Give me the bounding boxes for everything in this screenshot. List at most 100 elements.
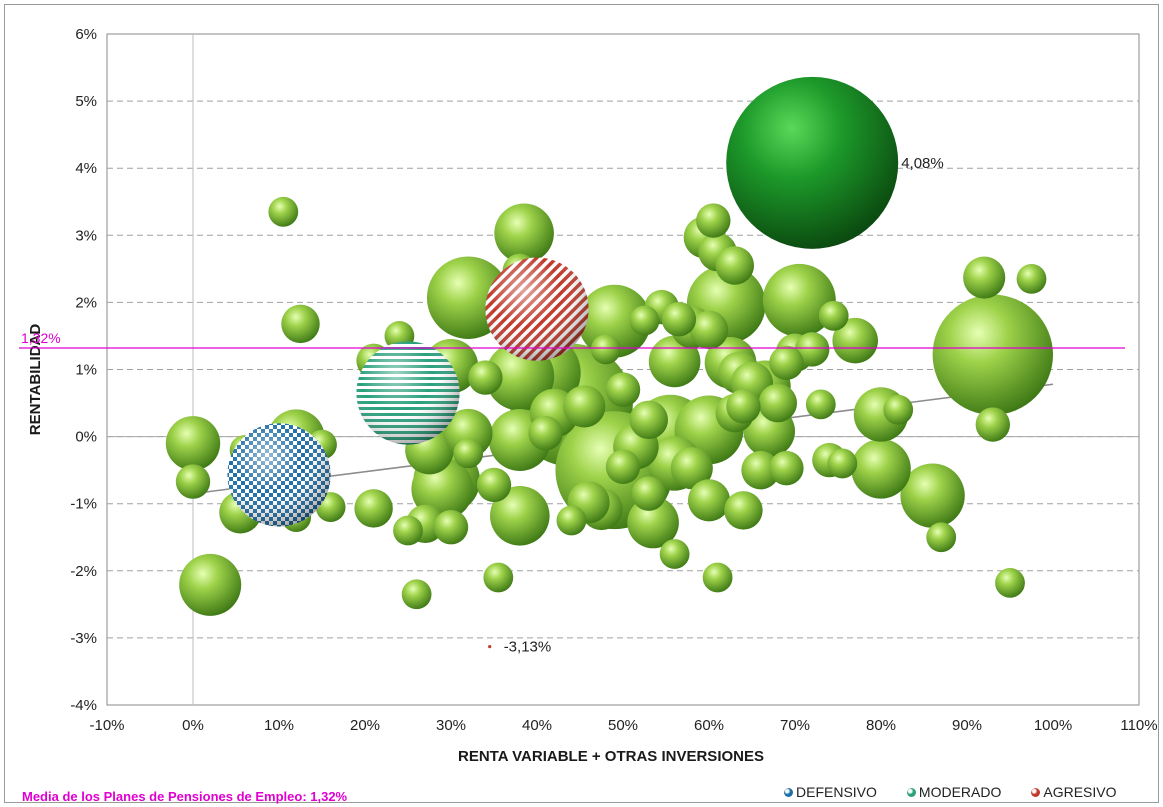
plan-bubble [605, 449, 641, 484]
x-tick-label: 20% [350, 717, 380, 734]
y-tick-label: 5% [75, 93, 97, 110]
x-tick-label: 30% [436, 717, 466, 734]
plan-bubble [702, 562, 733, 593]
plan-bubble [926, 522, 957, 553]
footer-note: Media de los Planes de Pensiones de Empl… [22, 789, 348, 804]
plan-bubble [605, 372, 641, 407]
plan-bubble [494, 203, 554, 264]
annotation-min: -3,13% [504, 639, 552, 656]
x-tick-label: 90% [952, 717, 982, 734]
y-tick-label: 6% [75, 26, 97, 43]
plan-bubble [179, 553, 242, 616]
plan-bubble [696, 203, 731, 238]
plan-bubble [590, 334, 621, 365]
x-tick-label: 100% [1034, 717, 1072, 734]
plan-bubble [741, 450, 780, 490]
plan-bubble [769, 345, 804, 380]
y-tick-label: 2% [75, 294, 97, 311]
plan-bubble [401, 579, 432, 610]
legend-marker-defensivo [784, 787, 793, 797]
plan-bubble [1016, 264, 1047, 294]
plan-bubble [468, 360, 503, 395]
plan-bubble [932, 294, 1053, 415]
plan-bubble [827, 448, 858, 479]
x-tick-label: 10% [264, 717, 294, 734]
y-tick-label: -3% [70, 630, 97, 647]
plan-bubble [670, 447, 713, 490]
legend: DEFENSIVO MODERADO AGRESIVO [784, 784, 1117, 800]
plan-bubble [490, 485, 550, 546]
plan-bubble [963, 256, 1006, 299]
x-tick-label: 80% [866, 717, 896, 734]
plan-bubble [689, 310, 729, 350]
x-tick-label: 70% [780, 717, 810, 734]
plan-bubble [453, 438, 484, 469]
plan-bubble [726, 389, 761, 424]
x-tick-label: 50% [608, 717, 638, 734]
plan-bubble [661, 301, 697, 337]
x-tick-label: 60% [694, 717, 724, 734]
plan-bubble [769, 450, 804, 486]
min-marker [488, 645, 492, 649]
plan-bubble [528, 416, 563, 451]
plan-bubble [627, 496, 679, 549]
plan-bubble [900, 463, 965, 528]
legend-label-defensivo: DEFENSIVO [796, 784, 877, 800]
chart-frame: -4% -3% -2% -1% 0% 1% 2% 3% 4% 5% 6% -10% 0% 10% 20% 30… [4, 4, 1159, 803]
legend-item-defensivo: DEFENSIVO [784, 784, 877, 800]
plan-bubble [818, 300, 849, 331]
x-tick-label: 40% [522, 717, 552, 734]
plan-bubble [476, 467, 512, 503]
bubble-moderado-shade [356, 341, 460, 445]
plan-bubble [659, 539, 690, 569]
plan-bubble [805, 389, 836, 420]
plan-bubble [975, 407, 1010, 442]
y-tick-label: 3% [75, 227, 97, 244]
y-tick-label: 0% [75, 429, 97, 446]
annotation-max: 4,08% [901, 155, 944, 172]
bubble-layer [165, 76, 1053, 649]
legend-label-moderado: MODERADO [918, 784, 1002, 800]
plan-bubble [851, 439, 911, 499]
plan-bubble [795, 332, 830, 367]
plan-bubble [832, 317, 878, 364]
x-tick-label: 0% [182, 717, 204, 734]
y-tick-label: -1% [70, 496, 97, 513]
plan-bubble [281, 304, 320, 344]
legend-item-agresivo: AGRESIVO [1031, 784, 1117, 800]
bubble-chart: -4% -3% -2% -1% 0% 1% 2% 3% 4% 5% 6% -10% 0% 10% 20% 30… [19, 26, 1158, 765]
plan-bubble [393, 515, 423, 546]
y-axis-title: RENTABILIDAD [27, 324, 44, 436]
plan-bubble [629, 305, 660, 336]
legend-marker-moderado [906, 787, 916, 797]
average-layer: 1,32% [19, 330, 1125, 349]
x-tick-label: 110% [1120, 717, 1157, 734]
plan-bubble [715, 246, 755, 285]
text-layer: 4,08% -3,13% [504, 155, 944, 656]
plan-bubble [268, 196, 299, 227]
legend-label-agresivo: AGRESIVO [1043, 784, 1117, 800]
y-tick-label: 1% [75, 362, 97, 379]
legend-item-moderado: MODERADO [906, 784, 1002, 800]
plan-bubble [433, 509, 469, 545]
x-tick-label: -10% [89, 717, 124, 734]
plan-bubble [175, 464, 211, 499]
plan-bubble [556, 505, 587, 536]
plan-bubble [724, 491, 763, 530]
y-tick-label: -2% [70, 563, 97, 580]
bubble-defensivo-shade [227, 423, 331, 527]
y-tick-label: 4% [75, 160, 97, 177]
average-label: 1,32% [21, 330, 61, 346]
legend-marker-agresivo [1031, 787, 1041, 797]
x-axis-title: RENTA VARIABLE + OTRAS INVERSIONES [458, 748, 764, 765]
plan-bubble [629, 400, 669, 440]
plan-bubble [995, 567, 1025, 598]
plan-bubble [483, 562, 514, 593]
bubble-agresivo-shade [485, 257, 589, 361]
plan-bubble [354, 489, 393, 528]
y-tick-label: -4% [70, 697, 97, 714]
plan-bubble [758, 383, 798, 423]
plan-bubble [687, 479, 731, 522]
plan-bubble [563, 385, 606, 428]
plan-bubble [762, 263, 836, 337]
